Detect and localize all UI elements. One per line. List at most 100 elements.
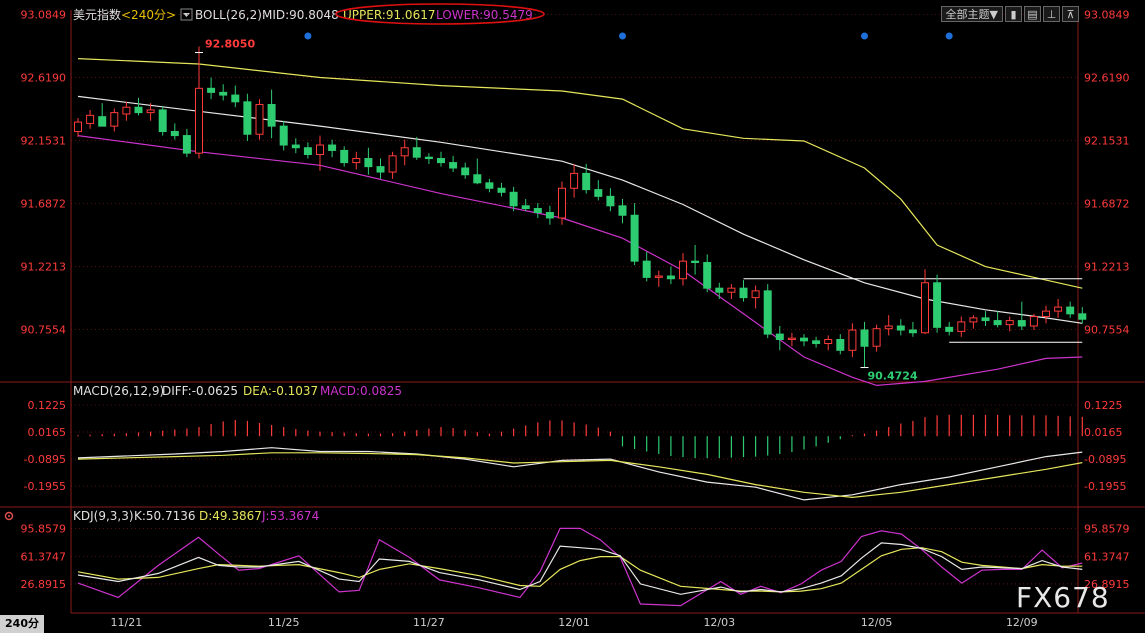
kdj-j-line — [77, 527, 1083, 607]
y-tick-label: 95.8579 — [21, 523, 67, 536]
candle-body — [775, 333, 784, 340]
layout-icon[interactable]: ▤ — [1024, 6, 1041, 22]
y-tick-label: 93.0849 — [21, 9, 67, 22]
candle-body — [642, 260, 651, 278]
candle-body — [739, 287, 748, 299]
event-dot — [945, 32, 953, 40]
candle-body — [606, 195, 615, 207]
kdj-header: KDJ(9,3,3) K:50.7136 D:49.3867 J:53.3674 — [4, 509, 319, 523]
candle-body — [364, 158, 373, 168]
candle-body — [158, 109, 167, 133]
candle-body — [691, 260, 700, 264]
candle-body — [473, 174, 482, 184]
highlight-circle — [335, 3, 545, 25]
event-dot — [304, 32, 312, 40]
candle-body — [521, 205, 530, 210]
y-tick-label: 91.6872 — [1084, 197, 1130, 210]
x-tick-label: 12/03 — [703, 616, 735, 629]
macd-diff-value: DIFF:-0.0625 — [162, 384, 238, 398]
candle-body — [787, 337, 796, 340]
period-tag[interactable]: 240分 — [0, 615, 44, 633]
y-tick-label: 0.0165 — [28, 426, 67, 439]
candle-body — [884, 325, 893, 330]
candle-body — [594, 189, 603, 197]
y-tick-label: 91.6872 — [21, 197, 67, 210]
candle-body — [424, 156, 433, 160]
candle-body — [376, 166, 385, 173]
candle-body — [933, 282, 942, 328]
candle-body — [836, 338, 845, 351]
y-tick-label: 93.0849 — [1084, 9, 1130, 22]
macd-panel — [71, 404, 1083, 501]
candle-body — [727, 287, 736, 293]
candle-body — [1029, 316, 1038, 327]
y-axis-left: 93.0849 92.6190 92.1531 91.6872 91.2213 90.75… — [21, 9, 67, 591]
candle-body — [146, 109, 155, 114]
candle-body — [618, 205, 627, 216]
candle-body — [497, 187, 506, 193]
macd-macd-value: MACD:0.0825 — [320, 384, 402, 398]
candle-body — [812, 340, 821, 345]
candle-body — [763, 290, 772, 335]
x-tick-label: 12/05 — [861, 616, 893, 629]
candle-body — [570, 172, 579, 189]
boll-lower-line — [77, 135, 1083, 387]
boll-upper-value: UPPER:91.0617 — [343, 8, 435, 22]
candle-body — [993, 320, 1002, 326]
dropdown-arrow-icon[interactable] — [180, 8, 193, 21]
candle-body — [86, 114, 95, 124]
candle-body — [824, 338, 833, 345]
candle-body — [182, 135, 191, 154]
candle-body — [110, 112, 119, 127]
candle-body — [945, 326, 954, 332]
candle-body — [1005, 320, 1014, 326]
candle-body — [449, 162, 458, 169]
panel-frames — [0, 10, 1145, 614]
event-dot — [861, 32, 868, 40]
candle-body — [1042, 310, 1050, 318]
y-tick-label: 95.8579 — [1084, 523, 1130, 536]
y-tick-label: 26.8915 — [1084, 578, 1130, 591]
candle-body — [243, 101, 252, 135]
y-tick-label: 0.1225 — [28, 399, 67, 412]
candle-body — [981, 317, 990, 322]
indicator-icon[interactable]: ⊥ — [1043, 6, 1060, 22]
extreme-label: 92.8050 — [205, 38, 255, 51]
y-tick-label: 92.1531 — [1084, 135, 1130, 148]
collapse-icon[interactable]: ⊼ — [1062, 6, 1079, 22]
boll-upper-line — [77, 58, 1083, 289]
candle-body — [303, 147, 312, 155]
candle-body — [170, 131, 179, 137]
candle-body — [582, 172, 591, 191]
candle-body — [412, 147, 421, 158]
y-tick-label: 92.6190 — [21, 72, 67, 85]
theme-select-button[interactable]: 全部主题▼ — [940, 6, 1003, 22]
x-axis: 11/21 11/25 11/27 12/01 12/03 12/05 12/09 — [111, 616, 1038, 629]
kdj-d-line — [77, 547, 1083, 593]
x-tick-label: 12/01 — [558, 616, 590, 629]
macd-name: MACD(26,12,9) — [73, 384, 164, 398]
kdj-j-value: J:53.3674 — [261, 509, 319, 523]
candle-body — [352, 158, 361, 164]
candle-body — [74, 121, 82, 133]
x-tick-label: 11/21 — [111, 616, 143, 629]
candle-body — [195, 87, 203, 154]
candle-body — [1054, 306, 1063, 312]
y-tick-label: 61.3747 — [1084, 550, 1130, 563]
boll-mid-value: MID:90.8048 — [262, 8, 339, 22]
candle-body — [400, 147, 409, 157]
settings-gear-icon[interactable] — [4, 511, 14, 521]
candle-body — [896, 325, 905, 331]
candle-body — [848, 329, 857, 351]
kdj-d-value: D:49.3867 — [199, 509, 262, 523]
candle-body — [134, 106, 143, 114]
watermark-logo: FX678 — [1016, 581, 1110, 614]
candle-body — [1066, 306, 1075, 315]
bar-chart-icon[interactable]: ▮ — [1005, 6, 1022, 22]
y-axis-right: 93.0849 92.6190 92.1531 91.6872 91.2213 90.75… — [1084, 9, 1130, 591]
kdj-k-line — [77, 542, 1083, 595]
candle-body — [316, 144, 324, 155]
kdj-name: KDJ(9,3,3) — [73, 509, 134, 523]
candle-body — [545, 212, 554, 219]
boll-label: BOLL(26,2) — [195, 8, 262, 22]
